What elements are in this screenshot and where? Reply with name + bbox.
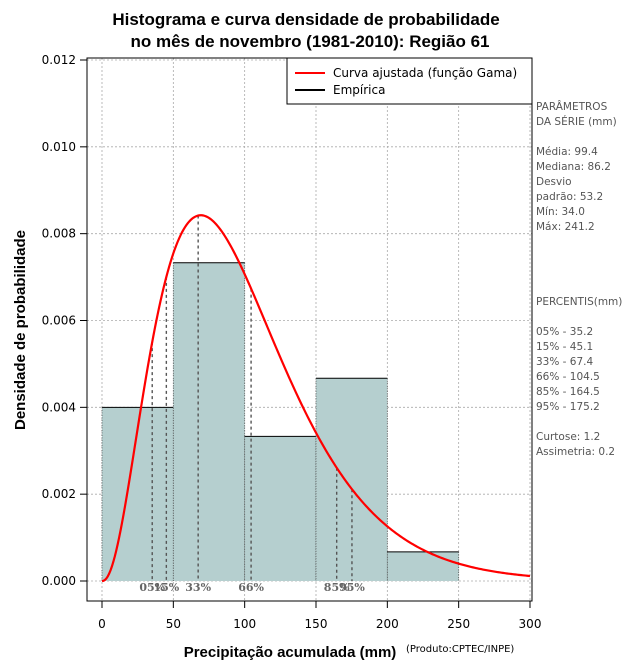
histogram-bar-4	[387, 551, 459, 581]
x-tick-label-4: 200	[376, 617, 399, 631]
product-credit: (Produto:CPTEC/INPE)	[406, 644, 514, 655]
percentile-label-1: 15%	[153, 581, 179, 594]
percentile-label-3: 66%	[238, 581, 264, 594]
x-tick-label-1: 50	[166, 617, 181, 631]
x-tick-label-6: 300	[519, 617, 542, 631]
histogram-bar-3	[316, 378, 388, 581]
param-line-6: padrão: 53.2	[536, 191, 603, 203]
param-line-7: Mín: 34.0	[536, 206, 585, 218]
y-tick-label-4: 0.008	[42, 227, 76, 241]
percentile-label-0: 05%	[139, 581, 165, 594]
percentis-line-7: 95% - 175.2	[536, 401, 600, 413]
percentis-line-3: 15% - 45.1	[536, 341, 593, 353]
percentis-line-5: 66% - 104.5	[536, 371, 600, 383]
percentile-label-2: 33%	[185, 581, 211, 594]
y-tick-label-2: 0.004	[42, 400, 76, 414]
x-tick-label-0: 0	[98, 617, 106, 631]
y-tick-label-5: 0.010	[42, 140, 76, 154]
percentis-line-9: Curtose: 1.2	[536, 431, 600, 443]
param-line-5: Desvio	[536, 176, 572, 188]
percentile-lines: 05%15% 33% 66% 85%95%	[139, 215, 365, 594]
y-tick-label-6: 0.012	[42, 53, 76, 67]
percentiles-panel: PERCENTIS(mm) 05% - 35.2 15% - 45.1 33% - 6…	[536, 296, 622, 458]
legend-box	[286, 57, 533, 105]
param-line-8: Máx: 241.2	[536, 221, 595, 233]
percentis-line-6: 85% - 164.5	[536, 386, 600, 398]
percentile-label-5: 95%	[339, 581, 365, 594]
legend-curve-label: Curva ajustada (função Gama)	[333, 66, 517, 80]
y-tick-label-3: 0.006	[42, 314, 76, 328]
x-tick-label-5: 250	[447, 617, 470, 631]
y-tick-label-0: 0.000	[42, 574, 76, 588]
percentile-label-4: 85%	[324, 581, 350, 594]
param-line-3: Média: 99.4	[536, 146, 598, 158]
x-tick-label-2: 100	[233, 617, 256, 631]
x-tick-label-3: 150	[305, 617, 328, 631]
param-line-4: Mediana: 86.2	[536, 161, 611, 173]
histogram-bar-1	[173, 262, 245, 581]
param-line-1: DA SÉRIE (mm)	[536, 115, 617, 128]
percentis-line-4: 33% - 67.4	[536, 356, 594, 368]
legend: Curva ajustada (função Gama) Empírica	[286, 57, 533, 105]
histogram-bars	[101, 262, 460, 581]
x-axis-label: Precipitação acumulada (mm)	[184, 644, 397, 660]
percentis-line-2: 05% - 35.2	[536, 326, 593, 338]
histogram-bar-0	[102, 407, 174, 581]
y-tick-label-1: 0.002	[42, 487, 76, 501]
gamma-curve	[101, 214, 531, 583]
histogram-bar-2	[244, 436, 316, 581]
percentis-line-10: Assimetria: 0.2	[536, 446, 615, 458]
chart-title-line-1: Histograma e curva densidade de probabil…	[112, 10, 499, 29]
param-line-0: PARÂMETROS	[536, 100, 608, 113]
y-axis-label: Densidade de probabilidade	[12, 230, 29, 430]
series-parameters-panel: PARÂMETROS DA SÉRIE (mm) Média: 99.4 Media…	[536, 100, 617, 233]
chart-title-line-2: no mês de novembro (1981-2010): Região 6…	[130, 32, 489, 51]
legend-empirical-label: Empírica	[333, 83, 385, 97]
axes: 0 50 100 150 200 250 300 0.000 0.002 0.004 0.006 0.…	[42, 53, 542, 631]
percentis-line-0: PERCENTIS(mm)	[536, 296, 622, 308]
